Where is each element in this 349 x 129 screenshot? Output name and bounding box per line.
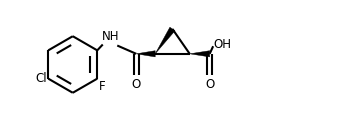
Text: O: O	[205, 78, 214, 91]
Text: OH: OH	[214, 38, 232, 51]
Polygon shape	[190, 51, 210, 57]
Text: NH: NH	[102, 30, 119, 43]
Text: Cl: Cl	[35, 72, 46, 85]
Polygon shape	[136, 51, 155, 57]
Polygon shape	[155, 27, 175, 54]
Text: F: F	[99, 80, 106, 93]
Text: O: O	[132, 78, 141, 91]
